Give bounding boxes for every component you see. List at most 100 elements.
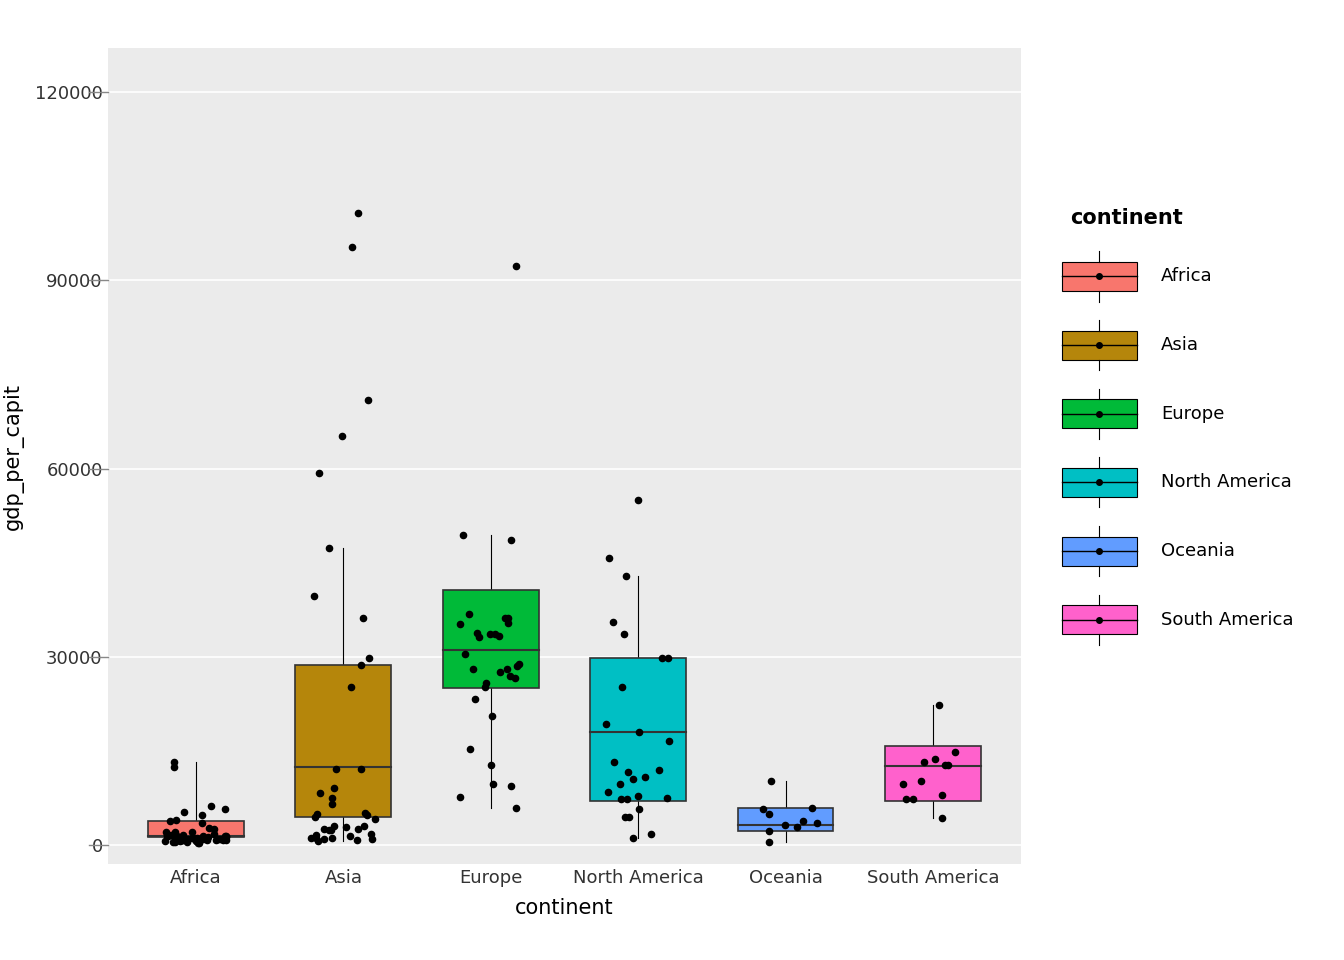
Point <box>215 832 237 848</box>
Point <box>304 588 325 604</box>
Point <box>351 658 372 673</box>
Point <box>358 393 379 408</box>
Point <box>774 817 796 832</box>
Text: North America: North America <box>1161 473 1292 492</box>
Point <box>758 834 780 850</box>
Point <box>464 691 485 707</box>
Point <box>156 828 177 843</box>
Point <box>914 755 935 770</box>
Point <box>187 835 208 851</box>
Point <box>454 646 476 661</box>
Point <box>634 770 656 785</box>
Point <box>164 834 185 850</box>
Bar <box>886 746 981 802</box>
Point <box>497 611 519 626</box>
Point <box>622 830 644 846</box>
Bar <box>444 589 539 688</box>
Point <box>339 828 360 844</box>
Point <box>185 833 207 849</box>
Point <box>163 755 184 770</box>
Point <box>504 670 526 685</box>
Point <box>500 668 521 684</box>
Point <box>937 757 958 773</box>
Point <box>161 827 183 842</box>
Point <box>617 764 638 780</box>
Point <box>313 821 335 836</box>
Point <box>481 757 503 773</box>
Point <box>628 492 649 508</box>
Point <box>324 818 345 833</box>
Point <box>183 830 204 846</box>
Point <box>336 820 358 835</box>
Point <box>657 651 679 666</box>
Point <box>308 833 329 849</box>
Point <box>458 607 480 622</box>
Point <box>172 829 194 845</box>
Point <box>895 791 917 806</box>
Point <box>629 802 650 817</box>
Point <box>482 776 504 791</box>
Point <box>462 661 484 677</box>
Point <box>215 828 237 844</box>
Point <box>466 625 488 640</box>
Text: Asia: Asia <box>1161 336 1199 354</box>
Point <box>892 776 914 791</box>
Text: Africa: Africa <box>1161 268 1212 285</box>
Point <box>489 664 511 680</box>
Point <box>172 832 194 848</box>
Point <box>496 661 517 677</box>
Point <box>155 824 176 839</box>
Point <box>192 807 214 823</box>
Bar <box>1062 399 1137 428</box>
Point <box>508 657 530 672</box>
Point <box>489 628 511 643</box>
Point <box>505 258 527 274</box>
Point <box>172 832 194 848</box>
Point <box>613 626 634 641</box>
Point <box>345 832 367 848</box>
Point <box>931 787 953 803</box>
Point <box>181 830 203 846</box>
Point <box>610 791 632 806</box>
Point <box>931 810 953 826</box>
Point <box>319 540 340 556</box>
Point <box>505 801 527 816</box>
Point <box>177 831 199 847</box>
Bar <box>296 665 391 817</box>
Point <box>786 819 808 834</box>
Point <box>481 708 503 724</box>
Point <box>476 676 497 691</box>
Point <box>911 774 933 789</box>
Point <box>304 809 325 825</box>
Point <box>453 528 474 543</box>
Point <box>161 834 183 850</box>
Point <box>602 755 624 770</box>
Point <box>305 830 327 846</box>
X-axis label: continent: continent <box>515 898 614 918</box>
Point <box>500 779 521 794</box>
Point <box>616 568 637 584</box>
Bar <box>1062 537 1137 565</box>
Point <box>199 821 220 836</box>
Point <box>364 812 386 828</box>
Point <box>628 725 649 740</box>
Bar <box>590 659 685 801</box>
Point <box>156 828 177 844</box>
Point <box>348 821 370 836</box>
Point <box>493 611 515 626</box>
Point <box>169 833 191 849</box>
Point <box>925 751 946 766</box>
Point <box>163 759 184 775</box>
Point <box>308 466 329 481</box>
Point <box>165 825 187 840</box>
Point <box>348 204 370 220</box>
Point <box>188 836 210 852</box>
Point <box>474 680 496 695</box>
Point <box>200 799 222 814</box>
Point <box>325 762 347 778</box>
Point <box>207 831 228 847</box>
Point <box>324 780 345 796</box>
Text: South America: South America <box>1161 611 1294 629</box>
Point <box>598 550 620 565</box>
Point <box>214 828 235 844</box>
